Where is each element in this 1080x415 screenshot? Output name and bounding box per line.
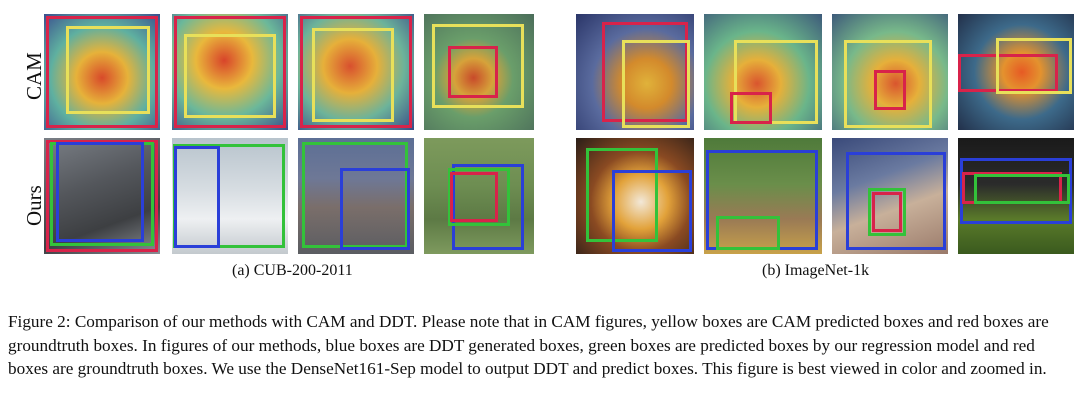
groundtruth-box — [450, 172, 498, 222]
ddt-box — [846, 152, 946, 250]
groundtruth-box — [46, 140, 158, 252]
regression-box — [974, 174, 1070, 204]
cub-cam-image-3 — [298, 14, 414, 130]
groundtruth-box — [174, 16, 286, 128]
cub-cam-image-2 — [172, 14, 288, 130]
ddt-box — [452, 164, 524, 250]
regression-box — [586, 148, 658, 242]
cam-box — [734, 40, 818, 124]
cub-ours-image-2 — [172, 138, 288, 254]
subcaption-cub: (a) CUB-200-2011 — [232, 262, 353, 279]
imagenet-ours-image-2 — [704, 138, 822, 254]
cam-box — [432, 24, 524, 108]
groundtruth-box — [448, 46, 498, 98]
cub-ours-image-3 — [298, 138, 414, 254]
subcaption-imagenet: (b) ImageNet-1k — [762, 262, 870, 279]
imagenet-cam-image-3 — [832, 14, 948, 130]
groundtruth-box — [958, 54, 1058, 92]
cam-box — [844, 40, 932, 128]
ddt-box — [174, 146, 220, 248]
regression-box — [448, 168, 510, 226]
imagenet-cam-image-4 — [958, 14, 1074, 130]
cam-box — [312, 28, 394, 122]
groundtruth-box — [874, 70, 906, 110]
regression-box — [868, 188, 906, 236]
cam-box — [66, 26, 150, 114]
groundtruth-box — [300, 16, 412, 128]
imagenet-cam-image-2 — [704, 14, 822, 130]
imagenet-ours-image-1 — [576, 138, 694, 254]
imagenet-ours-image-3 — [832, 138, 948, 254]
cub-cam-image-4 — [424, 14, 534, 130]
groundtruth-box — [730, 92, 772, 124]
groundtruth-box — [46, 16, 158, 128]
figure-caption: Figure 2: Comparison of our methods with… — [8, 312, 1049, 378]
cam-box — [996, 38, 1072, 94]
cub-ours-image-4 — [424, 138, 534, 254]
cam-box — [622, 40, 690, 128]
cam-box — [184, 34, 276, 118]
ddt-box — [612, 170, 692, 252]
cub-cam-image-1 — [44, 14, 160, 130]
ddt-box — [56, 142, 144, 242]
regression-box — [302, 142, 408, 248]
imagenet-ours-image-4 — [958, 138, 1074, 254]
ddt-box — [960, 158, 1072, 224]
imagenet-cam-image-1 — [576, 14, 694, 130]
regression-box — [716, 216, 780, 250]
ddt-box — [340, 168, 410, 250]
cub-ours-image-1 — [44, 138, 160, 254]
groundtruth-box — [872, 192, 902, 232]
groundtruth-box — [602, 22, 688, 122]
